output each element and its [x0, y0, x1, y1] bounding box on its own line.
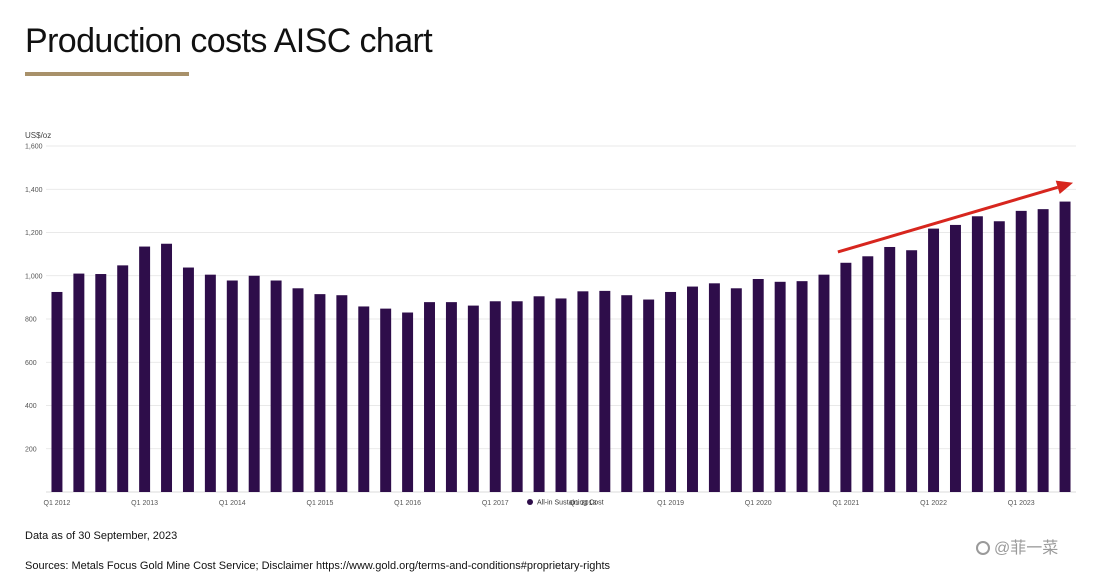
bar [358, 306, 370, 492]
bar [533, 296, 545, 492]
bar [752, 278, 764, 492]
bar [949, 224, 961, 492]
bar [424, 302, 435, 492]
bar [95, 274, 107, 492]
bar [621, 295, 633, 492]
bar [182, 267, 194, 492]
x-tick-label: Q1 2018 [569, 500, 596, 507]
bar [445, 302, 457, 492]
bar [489, 301, 501, 492]
bar [906, 250, 918, 492]
bar [665, 291, 677, 492]
bar [73, 273, 85, 492]
bar [796, 281, 808, 492]
bar [402, 312, 414, 492]
y-tick-label: 200 [25, 446, 37, 453]
bar [204, 274, 216, 492]
title-underline [25, 72, 189, 76]
x-tick-label: Q1 2015 [307, 500, 334, 507]
page-title: Production costs AISC chart [25, 22, 433, 60]
bar [139, 246, 151, 492]
bar [730, 288, 742, 492]
y-tick-label: 600 [25, 360, 37, 367]
sources-note: Sources: Metals Focus Gold Mine Cost Ser… [25, 560, 611, 572]
bar [884, 246, 896, 492]
bar [161, 243, 173, 492]
bar [511, 301, 523, 492]
bar [708, 283, 720, 492]
bar [270, 280, 282, 492]
bar [51, 291, 63, 492]
zhihu-logo-icon [976, 541, 990, 555]
x-tick-label: Q1 2020 [745, 500, 772, 507]
bar [993, 221, 1005, 492]
legend-swatch [527, 499, 533, 505]
bar-series [51, 201, 1071, 493]
bar [117, 265, 129, 492]
bar [292, 288, 304, 492]
bar [1059, 201, 1071, 493]
x-tick-label: Q1 2016 [394, 500, 421, 507]
bar [248, 275, 260, 492]
grid-lines [46, 145, 1076, 493]
bar [818, 274, 830, 492]
x-tick-label: Q1 2021 [832, 500, 859, 507]
bar [555, 298, 567, 492]
y-tick-label: 1,200 [25, 230, 43, 237]
x-tick-label: Q1 2022 [920, 500, 947, 507]
bar [862, 256, 874, 492]
x-tick-label: Q1 2023 [1008, 500, 1035, 507]
x-tick-label: Q1 2013 [131, 500, 158, 507]
bar [577, 291, 589, 492]
bar [840, 262, 852, 492]
y-axis-ticks: 200 400 600 800 1,000 1,200 1,400 1,600 [25, 144, 43, 454]
y-tick-label: 400 [25, 403, 37, 410]
y-tick-label: 800 [25, 317, 37, 324]
x-tick-label: Q1 2019 [657, 500, 684, 507]
trend-arrow [837, 180, 1074, 254]
legend-label: All-in Sustaining Cost [537, 500, 604, 507]
y-axis-unit-label: US$/oz [25, 131, 52, 140]
legend: All-in Sustaining Cost [527, 499, 604, 507]
x-tick-label: Q1 2012 [44, 500, 71, 507]
bar [380, 308, 392, 492]
bar [774, 281, 786, 492]
bar [314, 294, 326, 492]
y-tick-label: 1,600 [25, 144, 43, 151]
y-tick-label: 1,000 [25, 273, 43, 280]
bar [971, 216, 983, 492]
watermark-text: @菲一菜 [994, 540, 1059, 557]
x-tick-label: Q1 2014 [219, 500, 246, 507]
trend-arrow-shaft [837, 185, 1059, 254]
watermark: @菲一菜 [976, 534, 1058, 558]
x-tick-label: Q1 2017 [482, 500, 509, 507]
x-axis-ticks: Q1 2012 Q1 2013 Q1 2014 Q1 2015 Q1 2016 Q1 20… [44, 500, 1035, 507]
bar [928, 228, 940, 493]
bar [1037, 209, 1049, 492]
bar [1015, 210, 1027, 492]
data-date-note: Data as of 30 September, 2023 [25, 530, 178, 542]
y-tick-label: 1,400 [25, 187, 43, 194]
bar [226, 280, 238, 492]
bar [643, 299, 655, 492]
trend-arrow-head [1055, 180, 1074, 194]
bar [599, 290, 611, 492]
bar [336, 295, 348, 492]
bar [687, 286, 698, 492]
bar [467, 305, 479, 492]
